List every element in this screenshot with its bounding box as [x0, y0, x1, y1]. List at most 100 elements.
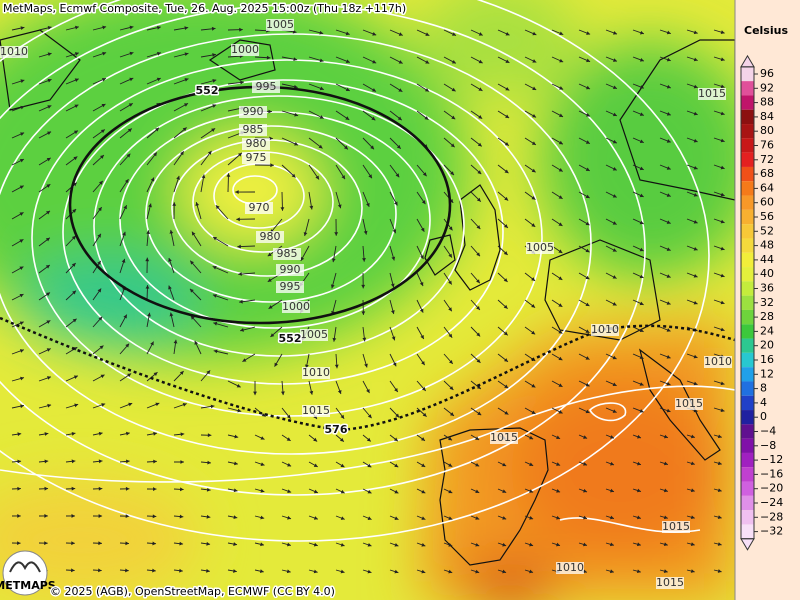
wind-arrow-head: [17, 459, 22, 464]
wind-arrow-head: [155, 402, 160, 407]
wind-arrow-head: [168, 257, 172, 262]
isobar-label-bg: [675, 398, 703, 410]
wind-arrow-head: [612, 382, 617, 387]
wind-arrow-head: [234, 461, 238, 466]
wind-arrow-head: [212, 53, 216, 57]
wind-arrow-head: [153, 459, 157, 464]
isobar-label: 1000: [282, 300, 310, 313]
wind-arrow-head: [666, 220, 671, 224]
wind-arrow-head: [478, 59, 483, 64]
copyright: © 2025 (AGB), OpenStreetMap, ECMWF (CC B…: [50, 585, 335, 598]
coastlines: [0, 29, 735, 566]
wind-arrow-head: [184, 103, 189, 107]
wind-arrow-head: [194, 340, 199, 345]
wind-arrow-head: [212, 266, 217, 270]
wind-arrow-head: [610, 515, 614, 520]
legend-swatch: [741, 238, 754, 253]
wind-arrow-head: [476, 252, 480, 257]
wind-arrow-head: [172, 202, 177, 206]
wind-arrow-head: [189, 288, 194, 293]
wind-arrow-head: [636, 569, 641, 574]
wind-arrow-head: [125, 514, 130, 519]
wind-arrow-head: [717, 461, 722, 466]
legend-swatch: [741, 252, 754, 268]
legend-label: 56: [760, 210, 774, 223]
isobar-label-bg: [0, 46, 28, 58]
isobar-label-bg: [302, 405, 330, 417]
isobar-label-bg: [252, 81, 280, 93]
wind-arrow-head: [720, 273, 725, 278]
wind-arrow-head: [98, 486, 103, 491]
wind-arrow-head: [211, 128, 216, 132]
wind-arrow-head: [666, 247, 671, 251]
wind-arrow-head: [610, 461, 615, 466]
wind-arrow-head: [340, 516, 345, 520]
legend-swatch: [741, 181, 754, 196]
legend-label: 68: [760, 167, 774, 180]
wind-arrow-head: [313, 437, 318, 442]
wind-arrow-head: [475, 462, 480, 467]
wind-arrow-head: [334, 364, 339, 369]
wind-arrow-head: [585, 302, 590, 306]
wind-arrow-head: [125, 486, 130, 491]
legend-label: 16: [760, 353, 774, 366]
wind-arrow-head: [477, 142, 482, 147]
legend-swatch: [741, 66, 754, 82]
wind-arrow-head: [98, 316, 103, 321]
wind-arrow-head: [450, 412, 454, 416]
wind-arrow-head: [345, 59, 350, 63]
isobar-label: 1005: [266, 18, 294, 31]
wind-arrow-head: [294, 112, 299, 117]
wind-arrow-head: [253, 391, 257, 396]
wind-arrow-head: [475, 569, 480, 574]
wind-arrow-head: [720, 30, 725, 34]
wind-arrow-head: [368, 174, 372, 179]
wind-arrow-head: [420, 227, 425, 232]
legend-swatch: [741, 381, 754, 396]
wind-arrow-head: [366, 202, 370, 207]
wind-arrow-head: [287, 489, 292, 493]
wind-arrow-head: [585, 248, 590, 253]
wind-arrow-head: [558, 276, 563, 280]
legend-swatch: [741, 352, 754, 368]
wind-arrow-head: [531, 168, 536, 173]
wind-arrow-head: [206, 487, 211, 492]
isobar-label-bg: [239, 106, 267, 118]
wind-arrow-head: [125, 431, 130, 436]
wind-arrow-head: [421, 361, 425, 366]
wind-arrow-head: [394, 388, 398, 392]
wind-arrow-head: [319, 58, 324, 63]
wind-arrow-head: [717, 434, 722, 439]
wind-arrow-head: [585, 113, 590, 117]
wind-arrow-head: [585, 382, 590, 387]
isobar-label-bg: [302, 367, 330, 379]
wind-arrow-head: [558, 195, 563, 199]
wind-arrow-head: [720, 300, 725, 305]
legend-label: −32: [760, 525, 783, 538]
wind-arrow-head: [448, 543, 453, 547]
wind-arrow-head: [422, 412, 427, 417]
wind-arrow-head: [394, 201, 398, 206]
wind-arrow-head: [371, 88, 376, 92]
wind-arrow-head: [339, 437, 344, 442]
isobar-label-bg: [273, 248, 301, 260]
wind-arrow-head: [558, 383, 563, 387]
wind-arrow-head: [239, 27, 243, 32]
map-labels: 1010100510009959909859809759709809859909…: [0, 18, 732, 589]
wind-arrow-head: [531, 383, 536, 388]
wind-arrow-head: [371, 116, 376, 121]
wind-arrow-head: [145, 285, 150, 289]
wind-arrow-head: [19, 294, 24, 298]
wind-arrow-head: [19, 185, 24, 190]
wind-arrow-head: [558, 356, 563, 361]
wind-arrow-head: [556, 462, 561, 466]
height-contour-dashed: [0, 316, 735, 432]
wind-arrow-head: [242, 358, 247, 362]
wind-arrow-head: [717, 488, 722, 493]
wind-arrow-head: [666, 139, 671, 143]
wind-arrow-head: [693, 381, 698, 386]
wind-arrow-head: [337, 390, 342, 394]
wind-arrow-head: [556, 489, 561, 493]
wind-arrow-head: [155, 127, 159, 132]
wind-arrow-head: [693, 57, 698, 62]
